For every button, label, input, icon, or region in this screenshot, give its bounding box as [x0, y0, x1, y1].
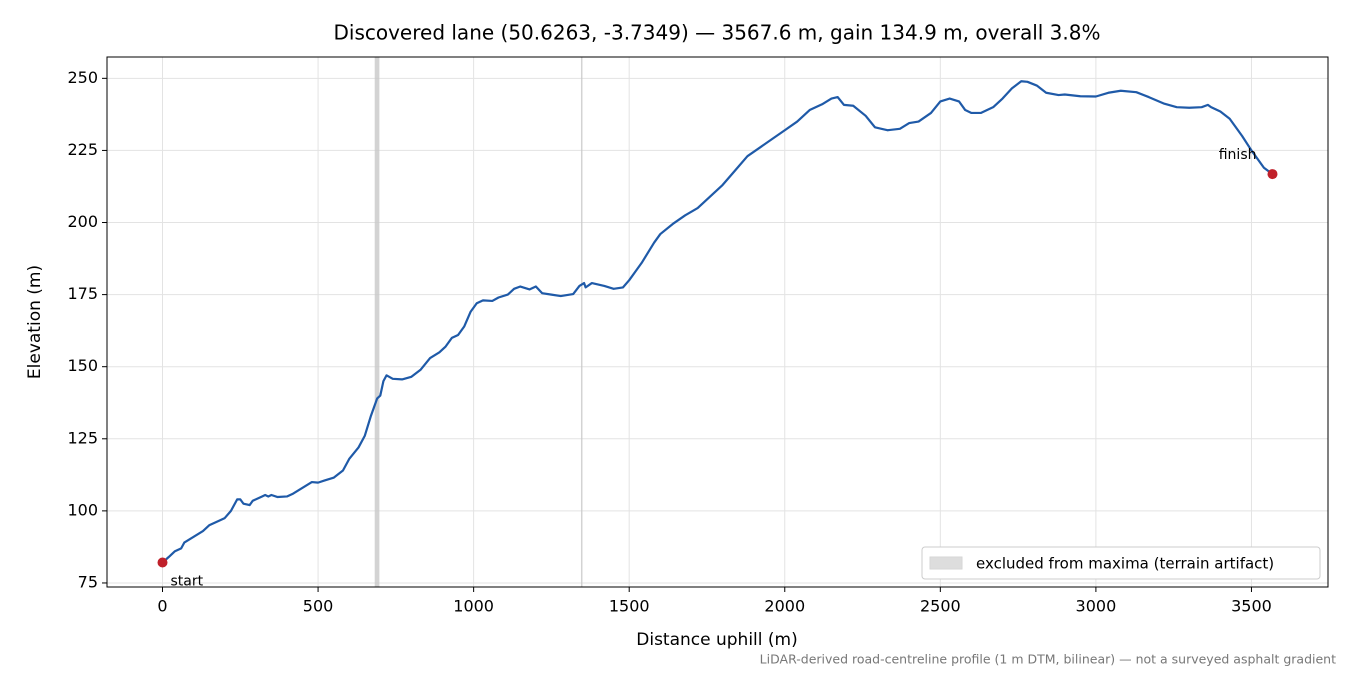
legend-swatch: [929, 556, 963, 570]
y-tick-label: 200: [67, 212, 98, 231]
elevation-line: [161, 80, 1274, 564]
x-tick-label: 500: [303, 597, 334, 616]
chart-title: Discovered lane (50.6263, -3.7349) — 356…: [333, 21, 1100, 45]
legend-label: excluded from maxima (terrain artifact): [976, 555, 1274, 573]
x-tick-label: 2000: [764, 597, 805, 616]
excluded-span: [580, 57, 583, 587]
y-tick-label: 250: [67, 68, 98, 87]
x-tick-label: 2500: [920, 597, 961, 616]
footnote: LiDAR-derived road-centreline profile (1…: [760, 652, 1336, 667]
start-label: start: [171, 573, 204, 589]
y-tick-label: 150: [67, 356, 98, 375]
y-tick-label: 175: [67, 284, 98, 303]
x-tick-label: 1500: [609, 597, 650, 616]
finish-point: [1267, 169, 1278, 180]
x-tick-label: 3500: [1231, 597, 1272, 616]
x-tick-label: 3000: [1076, 597, 1117, 616]
start-point: [157, 557, 168, 568]
x-tick-label: 1000: [453, 597, 494, 616]
y-tick-label: 225: [67, 140, 98, 159]
plot-frame: [106, 56, 1329, 588]
y-tick-label: 125: [67, 428, 98, 447]
x-tick-label: 0: [157, 597, 167, 616]
finish-label: finish: [1219, 147, 1257, 163]
legend-box: [921, 546, 1321, 580]
excluded-span: [374, 57, 380, 587]
y-axis-label: Elevation (m): [25, 265, 45, 379]
x-axis-label: Distance uphill (m): [636, 630, 797, 650]
y-tick-label: 100: [67, 500, 98, 519]
y-tick-label: 75: [78, 572, 98, 591]
